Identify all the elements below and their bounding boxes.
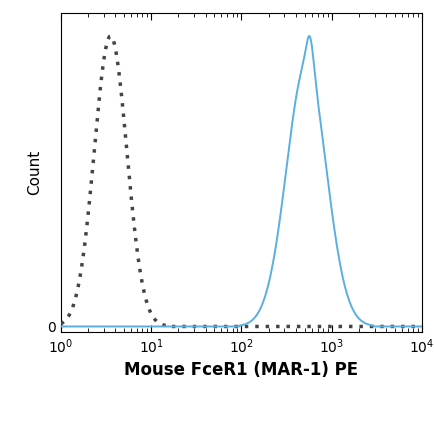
X-axis label: Mouse FceR1 (MAR-1) PE: Mouse FceR1 (MAR-1) PE — [124, 361, 358, 379]
Y-axis label: Count: Count — [26, 150, 42, 195]
